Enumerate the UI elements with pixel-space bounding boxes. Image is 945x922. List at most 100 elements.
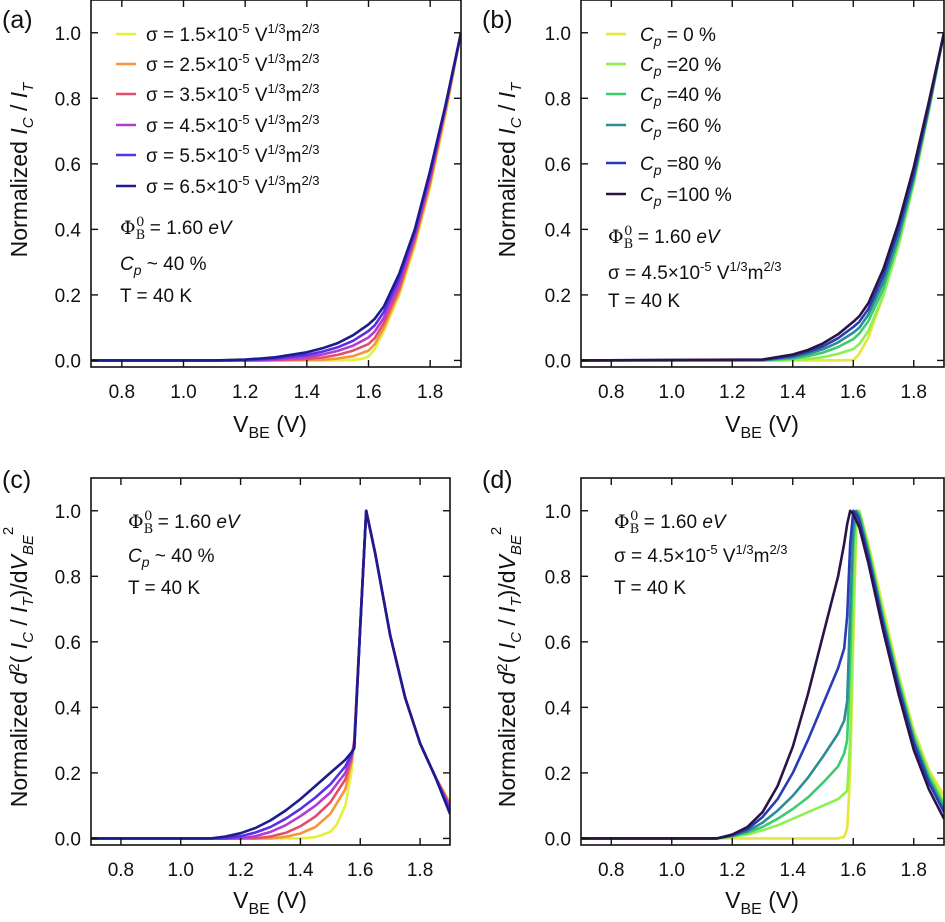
legend-item-b-3: Cp =40 % xyxy=(606,85,721,109)
legend-item-b-6: Cp =100 % xyxy=(606,185,732,209)
x-tick-label-d-1.0: 1.0 xyxy=(659,860,685,881)
x-axis-title-a: VBE (V) xyxy=(233,411,307,442)
y-tick-label-b-0.4: 0.4 xyxy=(545,220,572,241)
y-axis-title-a: Normalized IC / IT xyxy=(6,81,37,258)
panel-c-label: (c) xyxy=(2,466,31,494)
plot-frame-b xyxy=(580,0,945,368)
legend-label-b-3: Cp =40 % xyxy=(640,85,721,109)
x-tick-label-c-1.4: 1.4 xyxy=(287,860,314,881)
legend-label-b-4: Cp =60 % xyxy=(640,116,721,140)
y-tick-label-c-0.4: 0.4 xyxy=(55,698,82,719)
x-tick-label-c-1.0: 1.0 xyxy=(168,860,194,881)
panel-a: (a) 0.8 1.0 1.2 1.4 1.6 1.8 0.0 0.2 0.4 0.6 0.8 1.0… xyxy=(2,0,462,442)
y-tick-label-d-0.4: 0.4 xyxy=(545,698,572,719)
y-tick-label-c-0.6: 0.6 xyxy=(55,633,81,654)
legend-item-b-5: Cp =80 % xyxy=(606,154,721,178)
panel-d-label: (d) xyxy=(482,466,513,494)
y-tick-label-d-0.2: 0.2 xyxy=(545,764,571,785)
legend-label-a-1: σ = 1.5×10-5 V1/3m2/3 xyxy=(146,21,320,46)
annotations-b: ΦB0 = 1.60 eV σ = 4.5×10-5 V1/3m2/3 T = … xyxy=(608,224,782,312)
y-tick-label-b-0.6: 0.6 xyxy=(545,155,571,176)
series-group-a xyxy=(91,32,461,362)
x-tick-label-a-1.8: 1.8 xyxy=(417,382,443,403)
series-group-d xyxy=(581,509,944,840)
y-axis-title-b: Normalized IC / IT xyxy=(494,81,525,258)
legend-item-b-1: Cp = 0 % xyxy=(606,25,716,49)
y-tick-label-d-0.0: 0.0 xyxy=(545,829,571,850)
annotation-temp-b: T = 40 K xyxy=(608,291,680,312)
x-tick-label-d-1.2: 1.2 xyxy=(719,860,745,881)
plot-frame-d xyxy=(580,477,945,846)
annotation-phi-c: ΦB0 = 1.60 eV xyxy=(128,509,242,537)
legend-a: σ = 1.5×10-5 V1/3m2/3 σ = 2.5×10-5 V1/3m… xyxy=(116,21,320,198)
series-line-a-6 xyxy=(91,32,461,362)
plot-area-b: 0.8 1.0 1.2 1.4 1.6 1.8 0.0 0.2 0.4 0.6 0.8 1.0 xyxy=(545,0,945,403)
y-tick-label-b-0.0: 0.0 xyxy=(545,351,571,372)
plot-frame-a xyxy=(90,0,462,368)
legend-label-a-6: σ = 6.5×10-5 V1/3m2/3 xyxy=(146,173,320,198)
y-tick-label-a-0.4: 0.4 xyxy=(55,220,82,241)
x-tick-label-c-1.8: 1.8 xyxy=(407,860,433,881)
y-tick-label-a-0.6: 0.6 xyxy=(55,155,81,176)
legend-item-b-4: Cp =60 % xyxy=(606,116,721,140)
x-tick-label-a-1.6: 1.6 xyxy=(355,382,381,403)
legend-item-a-4: σ = 4.5×10-5 V1/3m2/3 xyxy=(116,112,320,137)
legend-item-b-2: Cp =20 % xyxy=(606,55,721,79)
annotations-d: ΦB0 = 1.60 eV σ = 4.5×10-5 V1/3m2/3 T = … xyxy=(614,509,788,599)
annotation-phi-d: ΦB0 = 1.60 eV xyxy=(614,509,728,537)
x-tick-label-b-1.0: 1.0 xyxy=(659,382,685,403)
x-tick-label-b-1.4: 1.4 xyxy=(780,382,807,403)
legend-label-a-4: σ = 4.5×10-5 V1/3m2/3 xyxy=(146,112,320,137)
legend-label-b-6: Cp =100 % xyxy=(640,185,732,209)
annotations-a: ΦB0 = 1.60 eV Cp ~ 40 % T = 40 K xyxy=(120,215,234,307)
x-tick-label-b-1.6: 1.6 xyxy=(840,382,866,403)
plot-frame-c xyxy=(90,477,451,846)
panel-b: (b) 0.8 1.0 1.2 1.4 1.6 1.8 0.0 0.2 0.4 0.6 0.8 1.0… xyxy=(482,0,945,442)
y-tick-label-a-0.2: 0.2 xyxy=(55,286,81,307)
y-tick-label-c-0.2: 0.2 xyxy=(55,764,81,785)
annotation-temp-a: T = 40 K xyxy=(120,286,192,307)
plot-area-c: 0.8 1.0 1.2 1.4 1.6 1.8 0.0 0.2 0.4 0.6 0.8 1.0 xyxy=(55,477,451,881)
annotations-c: ΦB0 = 1.60 eV Cp ~ 40 % T = 40 K xyxy=(128,509,242,599)
legend-label-a-2: σ = 2.5×10-5 V1/3m2/3 xyxy=(146,51,320,76)
panel-b-label: (b) xyxy=(482,6,513,34)
annotation-phi-a: ΦB0 = 1.60 eV xyxy=(120,215,234,243)
series-line-d-6 xyxy=(581,509,944,840)
x-tick-label-b-0.8: 0.8 xyxy=(598,382,624,403)
x-tick-label-a-1.2: 1.2 xyxy=(232,382,258,403)
legend-item-a-6: σ = 6.5×10-5 V1/3m2/3 xyxy=(116,173,320,198)
x-axis-title-c: VBE (V) xyxy=(233,887,307,918)
y-tick-label-a-0.8: 0.8 xyxy=(55,89,81,110)
series-group-b xyxy=(581,32,944,362)
x-axis-title-d: VBE (V) xyxy=(725,887,799,918)
series-line-d-5 xyxy=(581,509,944,840)
x-axis-title-b: VBE (V) xyxy=(725,411,799,442)
y-tick-label-d-0.6: 0.6 xyxy=(545,633,571,654)
y-tick-label-c-0.8: 0.8 xyxy=(55,567,81,588)
legend-b: Cp = 0 % Cp =20 % Cp =40 % Cp =60 % Cp =… xyxy=(606,25,732,209)
legend-label-b-1: Cp = 0 % xyxy=(640,25,716,49)
legend-item-a-5: σ = 5.5×10-5 V1/3m2/3 xyxy=(116,142,320,167)
y-axis-title-c: Normalized d2( IC / IT)/dVBE2 xyxy=(0,527,37,807)
x-tick-label-a-1.4: 1.4 xyxy=(294,382,321,403)
annotation-cp-c: Cp ~ 40 % xyxy=(128,546,215,570)
y-tick-label-a-0.0: 0.0 xyxy=(55,351,81,372)
annotation-sigma-b: σ = 4.5×10-5 V1/3m2/3 xyxy=(608,259,782,284)
x-tick-label-d-1.8: 1.8 xyxy=(901,860,927,881)
legend-label-a-3: σ = 3.5×10-5 V1/3m2/3 xyxy=(146,81,320,106)
legend-label-b-2: Cp =20 % xyxy=(640,55,721,79)
x-tick-label-a-1.0: 1.0 xyxy=(170,382,196,403)
x-tick-label-c-0.8: 0.8 xyxy=(108,860,134,881)
plot-area-d: 0.8 1.0 1.2 1.4 1.6 1.8 0.0 0.2 0.4 0.6 0.8 1.0 xyxy=(545,477,945,881)
x-tick-label-b-1.2: 1.2 xyxy=(719,382,745,403)
x-tick-label-d-1.6: 1.6 xyxy=(840,860,866,881)
annotation-temp-c: T = 40 K xyxy=(128,578,200,599)
legend-item-a-3: σ = 3.5×10-5 V1/3m2/3 xyxy=(116,81,320,106)
y-tick-label-b-0.8: 0.8 xyxy=(545,89,571,110)
y-tick-label-c-0.0: 0.0 xyxy=(55,829,81,850)
legend-label-a-5: σ = 5.5×10-5 V1/3m2/3 xyxy=(146,142,320,167)
panel-a-label: (a) xyxy=(2,6,33,34)
series-group-c xyxy=(91,509,450,840)
y-tick-label-b-0.2: 0.2 xyxy=(545,286,571,307)
